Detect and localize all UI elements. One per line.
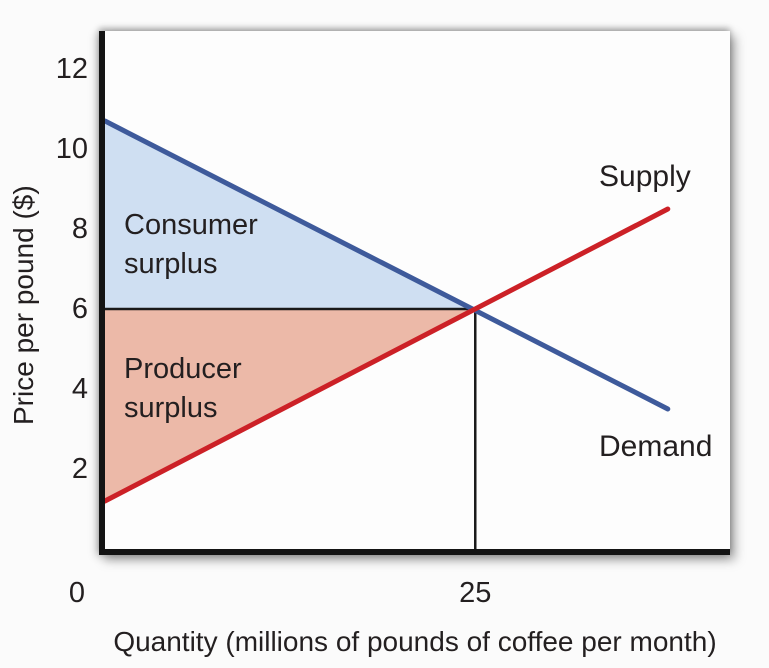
y-axis-title: Price per pound ($) (8, 185, 39, 425)
supply-curve-label: Supply (599, 160, 691, 193)
chart-card (99, 31, 730, 555)
x-tick-label-0: 0 (68, 577, 86, 609)
consumer-surplus-label: Consumer surplus (124, 209, 258, 280)
x-tick-label-25: 25 (459, 577, 492, 609)
plot-area (105, 118, 671, 549)
y-tick-label-12: 12 (55, 53, 88, 85)
y-tick-label-6: 6 (71, 293, 88, 325)
y-tick-label-10: 10 (55, 133, 88, 165)
supply-curve (105, 206, 671, 504)
demand-curve (105, 118, 671, 412)
producer-surplus-label: Producer surplus (124, 353, 242, 424)
y-tick-label-8: 8 (71, 213, 88, 245)
demand-curve-label: Demand (599, 430, 713, 463)
y-tick-label-2: 2 (71, 453, 88, 485)
y-tick-label-4: 4 (71, 373, 88, 405)
x-axis-title: Quantity (millions of pounds of coffee p… (113, 626, 717, 657)
